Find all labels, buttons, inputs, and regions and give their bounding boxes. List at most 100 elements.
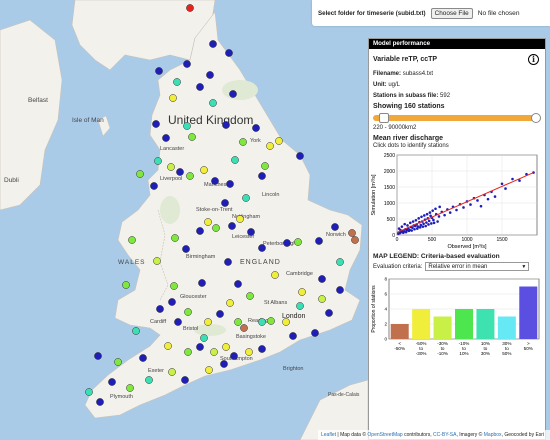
station-marker[interactable] xyxy=(155,67,163,75)
station-marker[interactable] xyxy=(168,368,176,376)
mapbox-link[interactable]: Mapbox xyxy=(483,432,502,438)
leaflet-link[interactable]: Leaflet xyxy=(321,432,337,438)
scatter-point[interactable] xyxy=(476,199,479,202)
station-marker[interactable] xyxy=(174,318,182,326)
station-marker[interactable] xyxy=(204,218,212,226)
station-marker[interactable] xyxy=(331,223,339,231)
scatter-point[interactable] xyxy=(425,212,429,216)
station-marker[interactable] xyxy=(198,279,206,287)
station-marker[interactable] xyxy=(204,318,212,326)
scatter-point[interactable] xyxy=(427,219,431,223)
criteria-select[interactable]: Relative error in mean ▼ xyxy=(425,262,530,271)
station-marker[interactable] xyxy=(258,172,266,180)
scatter-point[interactable] xyxy=(428,211,432,214)
station-marker[interactable] xyxy=(206,71,214,79)
station-marker[interactable] xyxy=(283,239,291,247)
station-marker[interactable] xyxy=(211,177,219,185)
station-marker[interactable] xyxy=(298,288,306,296)
station-marker[interactable] xyxy=(176,168,184,176)
scatter-point[interactable] xyxy=(511,177,514,181)
scatter-point[interactable] xyxy=(443,213,446,217)
station-marker[interactable] xyxy=(296,302,304,310)
scatter-point[interactable] xyxy=(421,225,425,228)
station-marker[interactable] xyxy=(228,222,236,230)
station-marker[interactable] xyxy=(171,234,179,242)
station-marker[interactable] xyxy=(216,310,224,318)
station-marker[interactable] xyxy=(150,182,158,190)
station-marker[interactable] xyxy=(229,90,237,98)
station-marker[interactable] xyxy=(266,142,274,150)
scatter-point[interactable] xyxy=(402,231,405,235)
station-marker[interactable] xyxy=(183,122,191,130)
station-marker[interactable] xyxy=(94,352,102,360)
area-slider[interactable] xyxy=(373,113,541,123)
station-marker[interactable] xyxy=(325,309,333,317)
scatter-point[interactable] xyxy=(438,205,441,209)
station-marker[interactable] xyxy=(186,4,194,12)
station-marker[interactable] xyxy=(221,199,229,207)
station-marker[interactable] xyxy=(222,121,230,129)
scatter-point[interactable] xyxy=(455,208,458,212)
station-marker[interactable] xyxy=(318,295,326,303)
station-marker[interactable] xyxy=(318,275,326,283)
station-marker[interactable] xyxy=(336,258,344,266)
station-marker[interactable] xyxy=(122,281,130,289)
station-marker[interactable] xyxy=(267,317,275,325)
station-marker[interactable] xyxy=(156,305,164,313)
station-marker[interactable] xyxy=(169,94,177,102)
scatter-point[interactable] xyxy=(493,195,497,198)
scatter-point[interactable] xyxy=(420,215,423,219)
station-marker[interactable] xyxy=(252,124,260,132)
station-marker[interactable] xyxy=(96,398,104,406)
station-marker[interactable] xyxy=(315,237,323,245)
scatter-point[interactable] xyxy=(432,218,435,222)
station-marker[interactable] xyxy=(348,229,356,237)
scatter-point[interactable] xyxy=(416,227,419,230)
station-marker[interactable] xyxy=(289,332,297,340)
station-marker[interactable] xyxy=(258,345,266,353)
station-marker[interactable] xyxy=(246,292,254,300)
station-marker[interactable] xyxy=(145,376,153,384)
choose-file-button[interactable]: Choose File xyxy=(430,7,473,19)
scatter-point[interactable] xyxy=(417,217,420,220)
station-marker[interactable] xyxy=(168,298,176,306)
station-marker[interactable] xyxy=(311,329,319,337)
station-marker[interactable] xyxy=(136,170,144,178)
station-marker[interactable] xyxy=(351,236,359,244)
station-marker[interactable] xyxy=(173,78,181,86)
station-marker[interactable] xyxy=(164,342,172,350)
info-icon[interactable]: i xyxy=(528,54,539,65)
scatter-point[interactable] xyxy=(414,218,418,222)
station-marker[interactable] xyxy=(212,224,220,232)
slider-handle-min[interactable] xyxy=(379,113,390,123)
scatter-point[interactable] xyxy=(430,222,433,225)
station-marker[interactable] xyxy=(222,343,230,351)
station-marker[interactable] xyxy=(196,343,204,351)
station-marker[interactable] xyxy=(154,157,162,165)
station-marker[interactable] xyxy=(167,163,175,171)
scatter-point[interactable] xyxy=(409,221,412,225)
scatter-point[interactable] xyxy=(425,221,428,224)
station-marker[interactable] xyxy=(282,318,290,326)
station-marker[interactable] xyxy=(132,327,140,335)
station-marker[interactable] xyxy=(170,282,178,290)
scatter-point[interactable] xyxy=(518,179,521,182)
station-marker[interactable] xyxy=(126,384,134,392)
station-marker[interactable] xyxy=(153,257,161,265)
station-marker[interactable] xyxy=(236,215,244,223)
station-marker[interactable] xyxy=(230,352,238,360)
scatter-point[interactable] xyxy=(406,224,409,227)
station-marker[interactable] xyxy=(234,318,242,326)
station-marker[interactable] xyxy=(184,308,192,316)
scatter-point[interactable] xyxy=(427,223,430,226)
station-marker[interactable] xyxy=(85,388,93,396)
station-marker[interactable] xyxy=(209,99,217,107)
scatter-point[interactable] xyxy=(479,204,483,208)
station-marker[interactable] xyxy=(239,138,247,146)
slider-handle-max[interactable] xyxy=(531,113,541,123)
discharge-scatter-chart[interactable]: 0 500 1000 1500 0 500 1000 1500 2000 2500 Observe… xyxy=(369,151,545,251)
scatter-point[interactable] xyxy=(403,222,406,226)
station-marker[interactable] xyxy=(294,238,302,246)
scatter-point[interactable] xyxy=(436,220,439,223)
scatter-point[interactable] xyxy=(448,211,452,214)
